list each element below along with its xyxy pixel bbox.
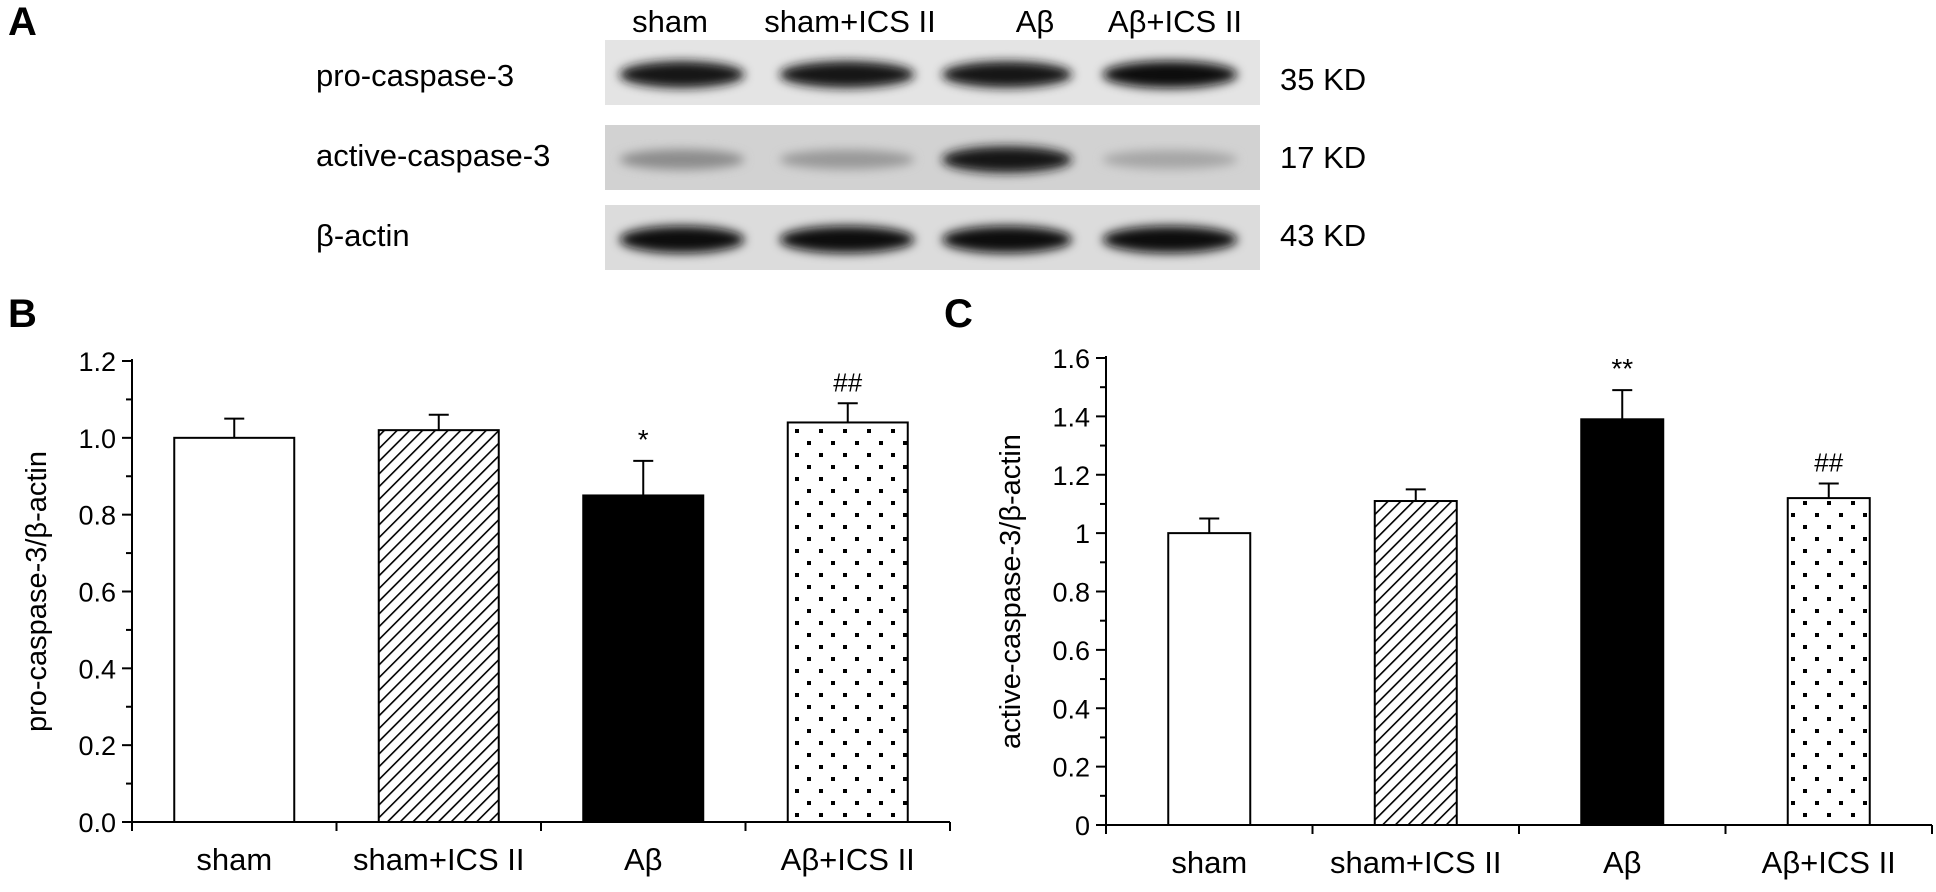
- panel-label-b: B: [8, 292, 37, 336]
- bar: [173, 436, 296, 823]
- y-tick-label: 0.8: [78, 501, 116, 531]
- blot-lane-label: Aβ+ICS II: [1107, 4, 1243, 39]
- significance-marker: **: [1611, 353, 1633, 384]
- blot-row: [605, 125, 1260, 190]
- x-category-label: Aβ: [624, 842, 663, 877]
- y-tick-label: 0.8: [1052, 578, 1090, 608]
- x-category-label: Aβ+ICS II: [781, 842, 915, 877]
- significance-marker: *: [638, 424, 649, 455]
- y-tick-label: 0.2: [1052, 753, 1090, 783]
- blot-band: [1102, 150, 1238, 169]
- y-axis-label: pro-caspase-3/β-actin: [21, 451, 53, 732]
- bar: [1373, 500, 1458, 827]
- blot-band: [1102, 225, 1238, 254]
- x-category-label: sham+ICS II: [1330, 845, 1501, 880]
- panel-label-c: C: [944, 292, 973, 336]
- y-tick-label: 0.4: [78, 654, 116, 684]
- y-tick-label: 1: [1075, 519, 1090, 549]
- y-tick-label: 0.6: [78, 578, 116, 608]
- blot-row: [605, 205, 1260, 270]
- blot-image: [605, 40, 1260, 270]
- bar: [786, 421, 909, 823]
- blot-row: [605, 40, 1260, 105]
- blot-row-label: pro-caspase-3: [316, 58, 515, 93]
- blot-lane-label: sham: [632, 4, 708, 39]
- blot-band: [942, 61, 1072, 88]
- significance-marker: ##: [1814, 448, 1843, 478]
- blot-band: [942, 146, 1072, 173]
- x-category-label: sham: [1171, 845, 1247, 880]
- blot-band: [779, 225, 915, 254]
- blot-band: [619, 225, 745, 254]
- blot-lane-label: sham+ICS II: [764, 4, 936, 39]
- x-category-label: sham: [196, 842, 272, 877]
- y-tick-label: 1.6: [1052, 344, 1090, 374]
- bar: [377, 429, 500, 824]
- significance-marker: ##: [833, 367, 862, 397]
- blot-kd-label: 35 KD: [1280, 62, 1367, 97]
- y-tick-label: 1.2: [78, 347, 116, 377]
- y-tick-label: 1.4: [1052, 402, 1090, 432]
- blot-band: [619, 61, 745, 88]
- y-tick-label: 0.6: [1052, 636, 1090, 666]
- x-category-label: sham+ICS II: [353, 842, 524, 877]
- bar-chart-active-caspase: 0 0.2 0.4 0.6 0.8 1 1.2 1.4 1.6 active-caspase-3/…: [995, 344, 1933, 880]
- y-tick-label: 0.4: [1052, 694, 1090, 724]
- bar: [582, 494, 705, 823]
- blot-band: [1102, 60, 1238, 89]
- blot-lane-label: Aβ: [1015, 4, 1055, 39]
- y-tick-label: 1.2: [1052, 461, 1090, 491]
- panel-label-a: A: [8, 0, 37, 44]
- x-category-label: Aβ+ICS II: [1762, 845, 1896, 880]
- x-category-label: Aβ: [1603, 845, 1642, 880]
- blot-band: [619, 149, 745, 170]
- bar: [1167, 532, 1252, 826]
- blot-kd-label: 17 KD: [1280, 140, 1367, 175]
- bar: [1580, 418, 1665, 826]
- y-axis-label: active-caspase-3/β-actin: [995, 434, 1027, 749]
- y-tick-label: 0.0: [78, 808, 116, 838]
- y-tick-label: 0: [1075, 811, 1090, 841]
- bar-chart-pro-caspase: 0.0 0.2 0.4 0.6 0.8 1.0 1.2 pro-caspase-3/β-act…: [21, 347, 951, 877]
- y-tick-label: 0.2: [78, 731, 116, 761]
- blot-kd-label: 43 KD: [1280, 218, 1367, 253]
- blot-band: [942, 225, 1072, 254]
- blot-band: [779, 149, 915, 170]
- blot-row-label: active-caspase-3: [316, 138, 551, 173]
- bar: [1786, 497, 1871, 826]
- blot-row-label: β-actin: [316, 218, 410, 253]
- blot-band: [779, 61, 915, 88]
- y-tick-label: 1.0: [78, 424, 116, 454]
